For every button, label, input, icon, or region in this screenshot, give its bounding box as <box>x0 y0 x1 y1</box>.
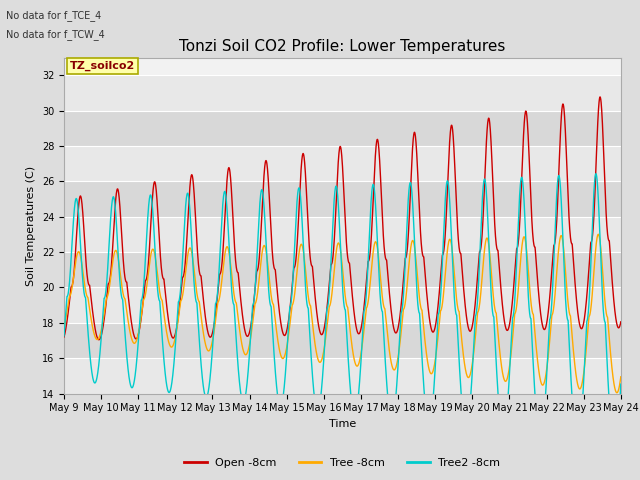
Open -8cm <box>617 319 625 324</box>
Bar <box>64 146 621 181</box>
Bar <box>64 181 621 217</box>
Tree2 -8cm <box>546 316 554 322</box>
Tree2 -8cm <box>157 310 164 316</box>
Open -8cm <box>60 334 68 340</box>
Tree -8cm <box>60 324 68 330</box>
Tree -8cm <box>274 336 282 341</box>
Open -8cm <box>606 251 614 257</box>
Tree -8cm <box>613 390 621 396</box>
Tree -8cm <box>606 345 614 350</box>
Tree -8cm <box>546 336 554 341</box>
Line: Tree2 -8cm: Tree2 -8cm <box>64 174 621 450</box>
Open -8cm <box>124 288 132 294</box>
Title: Tonzi Soil CO2 Profile: Lower Temperatures: Tonzi Soil CO2 Profile: Lower Temperatur… <box>179 39 506 54</box>
Open -8cm <box>298 157 306 163</box>
Open -8cm <box>596 94 604 100</box>
Tree2 -8cm <box>592 171 600 177</box>
Tree -8cm <box>298 241 305 247</box>
Tree -8cm <box>124 314 131 320</box>
Open -8cm <box>546 290 554 296</box>
Tree -8cm <box>617 374 625 380</box>
Text: No data for f_TCW_4: No data for f_TCW_4 <box>6 29 105 40</box>
Text: No data for f_TCE_4: No data for f_TCE_4 <box>6 10 102 21</box>
Text: TZ_soilco2: TZ_soilco2 <box>70 61 135 71</box>
Tree -8cm <box>157 294 164 300</box>
Bar <box>64 75 621 111</box>
Bar <box>64 111 621 146</box>
Bar <box>64 217 621 252</box>
Bar <box>64 252 621 288</box>
Open -8cm <box>274 293 282 299</box>
Tree2 -8cm <box>124 361 131 367</box>
Tree2 -8cm <box>617 381 625 387</box>
Open -8cm <box>157 258 164 264</box>
Legend: Open -8cm, Tree -8cm, Tree2 -8cm: Open -8cm, Tree -8cm, Tree2 -8cm <box>180 453 505 472</box>
Tree2 -8cm <box>274 392 282 398</box>
Bar <box>64 288 621 323</box>
Bar <box>64 323 621 358</box>
Line: Tree -8cm: Tree -8cm <box>64 234 621 393</box>
Tree2 -8cm <box>60 333 68 339</box>
Line: Open -8cm: Open -8cm <box>64 97 621 340</box>
Tree2 -8cm <box>298 210 305 216</box>
X-axis label: Time: Time <box>329 419 356 429</box>
Tree -8cm <box>595 231 602 237</box>
Y-axis label: Soil Temperatures (C): Soil Temperatures (C) <box>26 166 36 286</box>
Tree2 -8cm <box>611 447 618 453</box>
Open -8cm <box>95 337 103 343</box>
Tree2 -8cm <box>606 412 614 418</box>
Bar <box>64 358 621 394</box>
